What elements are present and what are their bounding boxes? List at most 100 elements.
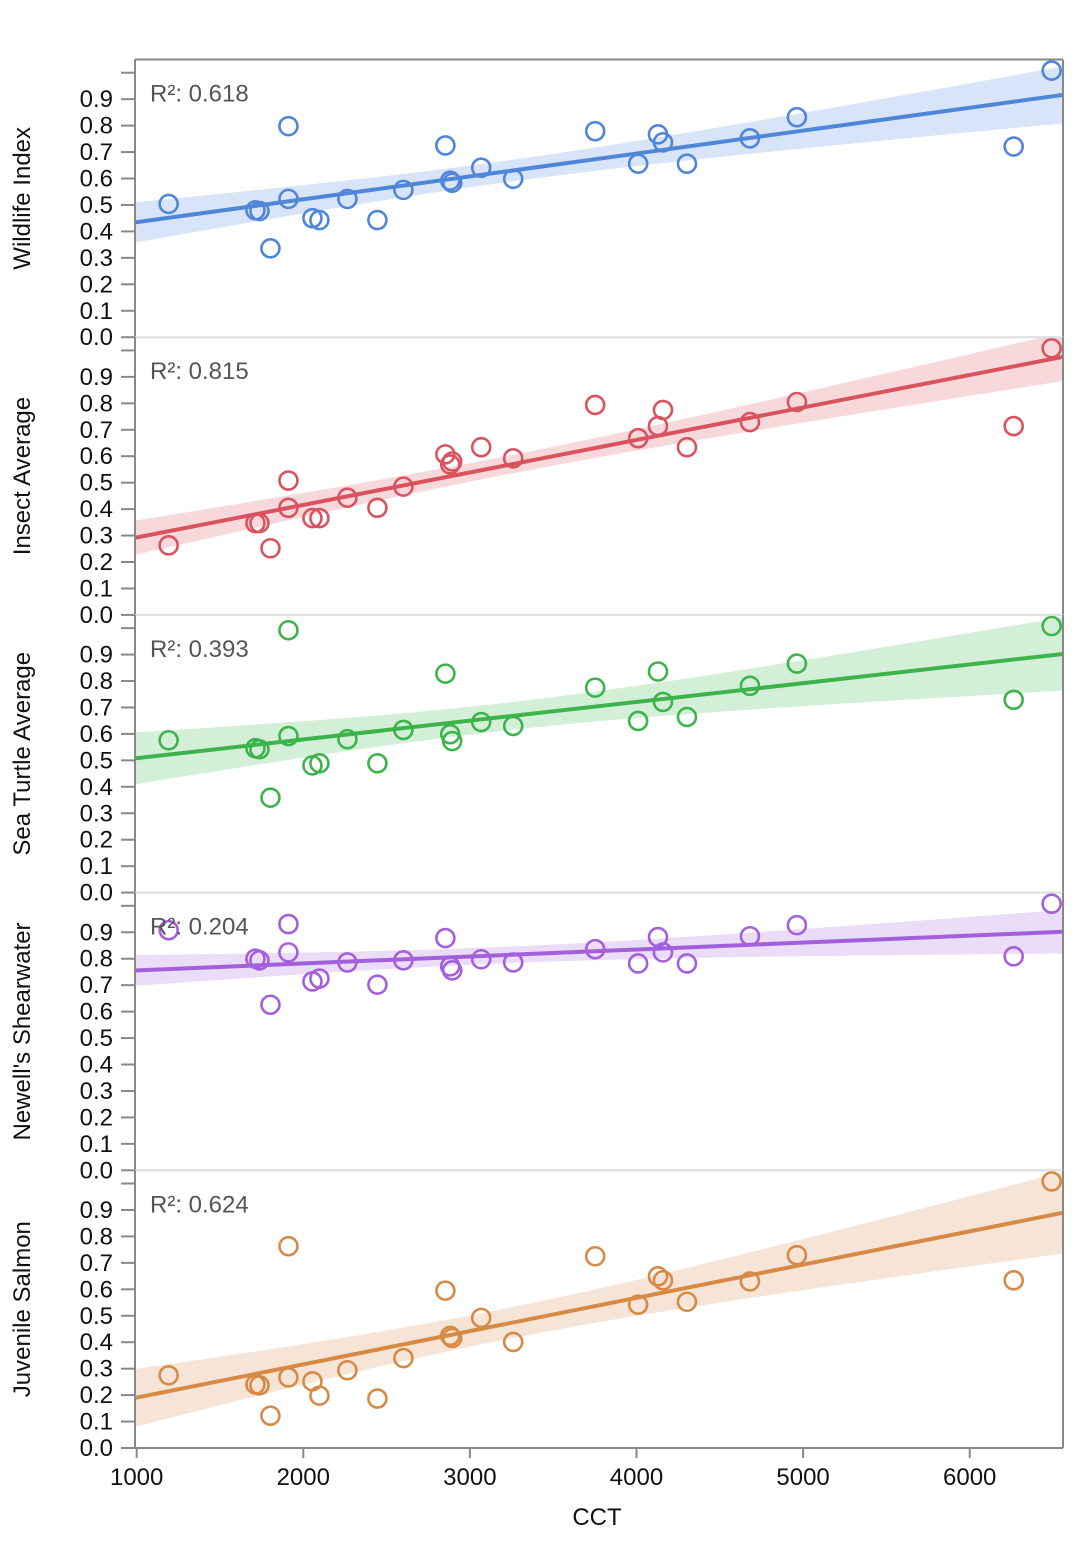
y-tick-label: 0.9 [80,86,113,113]
data-point [278,942,299,963]
y-tick-label: 0.2 [80,827,113,854]
data-point [158,193,179,215]
y-tick-label: 0.8 [80,1223,113,1250]
data-point [627,153,649,175]
data-point [309,209,330,231]
data-point [1041,60,1062,81]
y-axis-title: Sea Turtle Average [9,652,36,856]
y-axis-title: Insect Average [9,397,36,555]
data-point [158,1364,179,1386]
data-point [278,725,299,747]
x-tick-label: 3000 [443,1464,496,1491]
y-tick-label: 0.9 [80,642,113,669]
data-point [584,1245,606,1267]
data-point [309,1385,330,1406]
r-squared-label: R²: 0.618 [150,81,249,108]
data-point [652,691,674,713]
y-tick-label: 0.1 [80,1131,113,1158]
y-tick-label: 0.8 [80,390,113,417]
data-point [676,153,698,175]
data-point [439,1325,461,1347]
y-tick-label: 0.0 [80,1157,113,1184]
confidence-band [135,617,1063,785]
data-point [627,710,649,732]
data-point [302,507,323,529]
plot-area [135,909,1063,986]
data-point [470,948,492,970]
data-point [337,487,358,509]
y-tick-label: 0.7 [80,1250,113,1277]
regression-line [135,929,1063,973]
data-point [470,1307,492,1329]
x-tick-label: 5000 [776,1464,829,1491]
confidence-band [135,1171,1063,1427]
data-point [441,730,463,752]
data-point [337,188,358,210]
data-point [502,448,524,469]
data-point [337,952,358,973]
regression-line [135,92,1063,225]
y-tick-label: 0.9 [80,1197,113,1224]
data-point [786,914,808,936]
data-point [1041,615,1062,637]
data-point [435,663,456,684]
data-point [278,470,299,491]
data-point [652,942,674,963]
y-tick-label: 0.4 [80,496,113,523]
y-tick-label: 0.2 [80,1104,113,1131]
y-tick-label: 0.7 [80,417,113,444]
data-point [627,1294,649,1315]
x-tick-label: 4000 [610,1464,663,1491]
y-tick-label: 0.3 [80,1078,113,1105]
data-point [393,179,414,201]
data-point [470,711,492,733]
y-tick-label: 0.1 [80,1409,113,1436]
y-tick-label: 0.8 [80,946,113,973]
data-point [260,238,281,259]
data-point [367,497,388,519]
data-point [1003,946,1024,967]
y-tick-label: 0.7 [80,694,113,721]
data-point [278,619,299,641]
data-point [1003,689,1024,711]
data-point [393,476,414,497]
data-point [278,497,299,519]
data-point [584,677,606,698]
data-point [652,1270,674,1291]
data-point [502,715,524,737]
plot-area [135,617,1063,785]
data-point [584,120,606,142]
plot-area [135,1171,1063,1427]
data-point [470,157,492,178]
data-point [676,706,698,728]
y-tick-label: 0.3 [80,523,113,550]
y-tick-label: 0.5 [80,1025,113,1052]
data-point [470,436,492,458]
data-point [739,925,761,947]
data-point [1041,1171,1062,1192]
data-point [786,106,808,128]
y-axis-title: Wildlife Index [9,127,36,270]
r-squared-label: R²: 0.204 [150,914,249,941]
y-tick-label: 0.6 [80,999,113,1026]
data-point [441,172,463,194]
y-tick-label: 0.8 [80,668,113,695]
r-squared-label: R²: 0.815 [150,358,249,385]
data-point [439,170,461,191]
data-point [584,394,606,416]
data-point [309,752,330,774]
y-tick-label: 0.4 [80,218,113,245]
y-axis-title: Newell's Shearwater [9,922,36,1140]
regression-line [135,354,1063,540]
y-tick-label: 0.2 [80,549,113,576]
data-point [786,391,808,413]
confidence-band [135,909,1063,986]
y-tick-label: 0.6 [80,1276,113,1303]
data-point [367,752,388,774]
data-point [676,436,698,458]
data-point [435,1280,456,1301]
y-tick-label: 0.7 [80,972,113,999]
data-point [435,927,456,949]
x-axis-title: CCT [572,1504,622,1531]
data-point [249,738,270,760]
